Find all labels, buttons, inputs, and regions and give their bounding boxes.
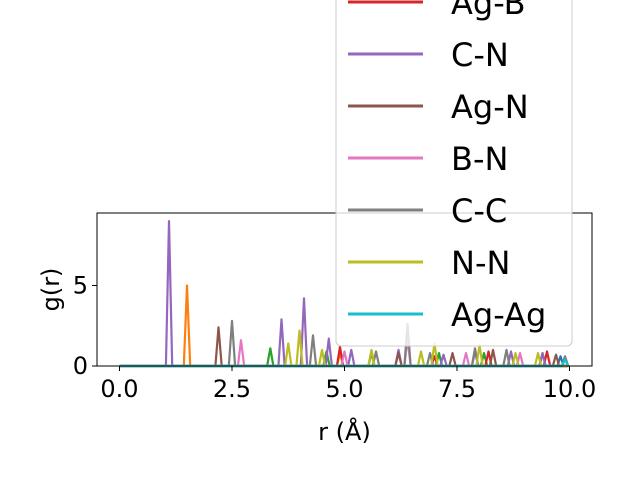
x-axis: 0.0 2.5 5.0 7.5 10.0 [100,366,596,403]
y-axis-label: g(r) [37,268,65,312]
x-axis-label: r (Å) [318,417,371,446]
legend-label: Ag-Ag [451,296,546,334]
legend-label: Ag-N [451,88,529,126]
y-tick-label: 0 [73,352,88,380]
y-tick-label: 5 [73,271,88,299]
x-tick-label: 7.5 [438,375,476,403]
x-tick-label: 10.0 [543,375,596,403]
x-tick-label: 5.0 [325,375,363,403]
series-line-ag-n [119,326,568,368]
legend-label: Ag-B [451,0,526,22]
legend-label: C-N [451,36,509,74]
legend: Ag-B C-N Ag-N B-N C-C N-N Ag-Ag [335,0,573,347]
y-axis: 05 [73,271,97,380]
x-tick-label: 0.0 [100,375,138,403]
legend-box [335,0,573,347]
legend-label: C-C [451,192,507,230]
x-tick-label: 2.5 [213,375,251,403]
series-line-ag-ag [119,358,570,368]
series-line-n-n [119,329,568,368]
legend-label: N-N [451,244,510,282]
legend-label: B-N [451,140,508,178]
